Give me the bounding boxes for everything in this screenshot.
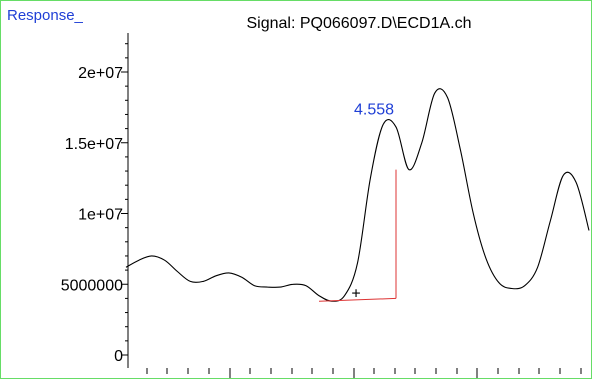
y-tick-label: 1.5e+07 (65, 136, 123, 153)
peak-label: 4.558 (354, 101, 394, 118)
integration-baseline (318, 297, 397, 302)
signal-trace (125, 88, 590, 302)
y-tick-label: 5000000 (61, 277, 123, 294)
integration-marker: + (351, 285, 360, 302)
y-tick-label: 0 (114, 348, 123, 365)
plot-area: 4.558 + (125, 88, 590, 302)
chart-title: Signal: PQ066097.D\ECD1A.ch (246, 15, 471, 32)
y-tick-label: 1e+07 (78, 207, 123, 224)
y-tick-label: 2e+07 (78, 65, 123, 82)
y-axis-label: Response_ (7, 7, 84, 24)
axes: 0 5000000 1e+07 1.5e+07 2e+07 (61, 33, 582, 378)
